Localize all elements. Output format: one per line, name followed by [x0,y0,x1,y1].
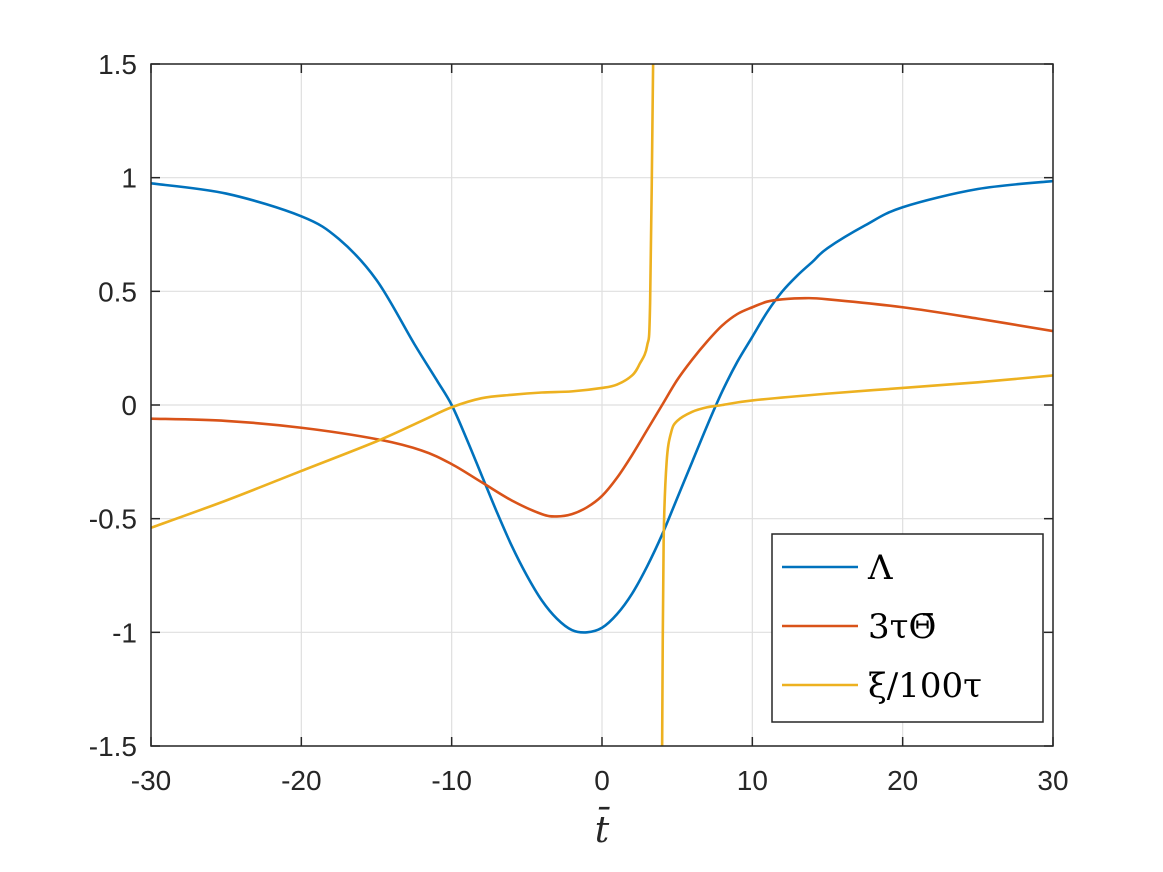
series-line-3 [151,64,655,529]
series-line-1 [151,179,1053,634]
x-axis-label: t̄ [595,807,611,851]
y-tick-label: 0.5 [98,276,137,307]
legend-label: Λ [867,548,893,588]
y-tick-label: 1.5 [98,49,137,80]
y-tick-label: 0 [121,390,137,421]
x-tick-label: -20 [281,765,321,796]
x-tick-label: 20 [887,765,918,796]
legend: Λ 3τΘ̄ ξ/100τ [771,533,1044,723]
x-tick-label: 0 [594,765,610,796]
legend-label: ξ/100τ [868,666,982,706]
x-tick-label: 30 [1037,765,1068,796]
series-line-3 [660,374,1053,746]
x-tick-label: -30 [131,765,171,796]
y-tick-label: 1 [121,163,137,194]
x-tick-label: 10 [737,765,768,796]
legend-box [771,533,1044,723]
tick-marks [150,63,1054,747]
legend-label: 3τΘ̄ [868,607,936,647]
series-line-2 [151,296,1053,518]
y-tick-label: -1 [112,617,137,648]
y-tick-label: -1.5 [89,731,137,762]
series-lines [151,64,1053,746]
x-tick-label: -10 [431,765,471,796]
y-tick-label: -0.5 [89,504,137,535]
tick-labels: -30 -20 -10 0 10 20 30 -1.5 -1 -0.5 0 0.5 1 1.5 [89,49,1069,796]
